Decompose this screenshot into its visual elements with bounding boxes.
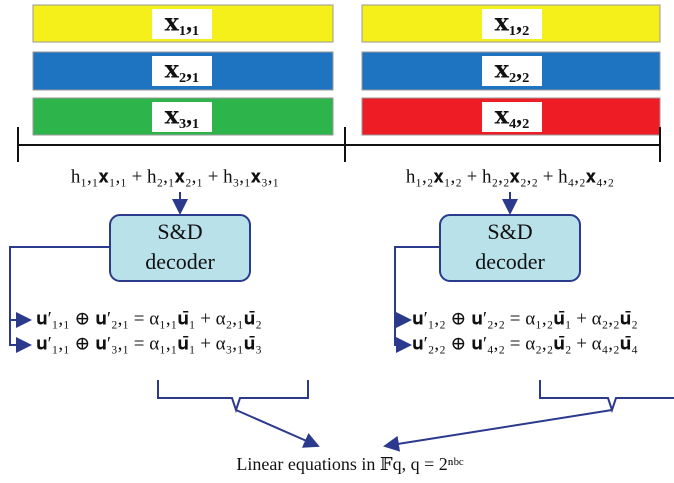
block-label: 𝐱₃,₁ xyxy=(165,104,200,130)
label-bg xyxy=(482,56,542,86)
block-label: 𝐱₁,₁ xyxy=(165,11,200,37)
equation: 𝐮′₁,₁ ⊕ 𝐮′₂,₁ = α₁,₁𝐮̄₁ + α₂,₁𝐮̄₂ xyxy=(36,308,262,329)
caption: Linear equations in 𝔽q, q = 2ⁿᵇᶜ xyxy=(236,454,464,474)
decoder-label: decoder xyxy=(475,249,545,274)
decoder-label: S&D xyxy=(157,219,202,244)
decoder-box xyxy=(109,214,251,282)
equation: 𝐮′₁,₂ ⊕ 𝐮′₂,₂ = α₁,₂𝐮̄₁ + α₂,₂𝐮̄₂ xyxy=(412,308,638,329)
block-label: 𝐱₄,₂ xyxy=(495,104,530,130)
timeline xyxy=(17,127,661,162)
label-bg xyxy=(152,56,212,86)
received-signal: h₁,₂𝐱₁,₂ + h₂,₂𝐱₂,₂ + h₄,₂𝐱₄,₂ xyxy=(406,166,614,187)
arrows xyxy=(9,192,674,452)
decoder-label: decoder xyxy=(145,249,215,274)
block-label: 𝐱₂,₁ xyxy=(165,58,200,84)
label-bg xyxy=(482,102,542,132)
decoder-box xyxy=(439,214,581,282)
block-label: 𝐱₂,₂ xyxy=(495,58,530,84)
decoder-label: S&D xyxy=(487,219,532,244)
label-bg xyxy=(482,9,542,39)
equation: 𝐮′₂,₂ ⊕ 𝐮′₄,₂ = α₂,₂𝐮̄₂ + α₄,₂𝐮̄₄ xyxy=(412,333,638,354)
block-label: 𝐱₁,₂ xyxy=(495,11,530,37)
block-labels: 𝐱₁,₁ 𝐱₁,₂ 𝐱₂,₁ 𝐱₂,₂ 𝐱₃,₁ 𝐱₄,₂ xyxy=(152,9,542,132)
received-signal: h₁,₁𝐱₁,₁ + h₂,₁𝐱₂,₁ + h₃,₁𝐱₃,₁ xyxy=(71,166,279,187)
label-bg xyxy=(152,102,212,132)
equation: 𝐮′₁,₁ ⊕ 𝐮′₃,₁ = α₁,₁𝐮̄₁ + α₃,₁𝐮̄₃ xyxy=(36,333,262,354)
label-bg xyxy=(152,9,212,39)
